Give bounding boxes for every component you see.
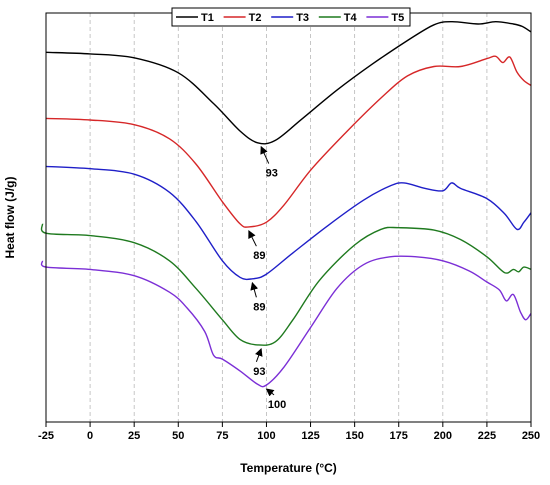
x-tick-label: 75 (216, 430, 228, 442)
peak-arrow (248, 230, 257, 247)
series-line-t4 (40, 223, 532, 346)
x-tick-label: 225 (478, 430, 496, 442)
legend: T1 T2 T3 T4 T5 (171, 7, 411, 27)
legend-entry-t4: T4 (344, 12, 358, 24)
series-line-t1 (45, 20, 532, 145)
peak-label: 100 (268, 399, 286, 411)
x-tick-label: 0 (87, 430, 93, 442)
peak-arrow (260, 145, 270, 164)
legend-entry-t3: T3 (296, 12, 309, 24)
x-axis-title: Temperature (°C) (240, 461, 337, 475)
grid-lines (89, 13, 488, 422)
x-tick-label: 100 (257, 430, 275, 442)
peak-arrow (254, 347, 263, 362)
peak-label: 93 (266, 168, 278, 180)
x-tick-label: 25 (128, 430, 140, 442)
series-line-t5 (40, 255, 532, 388)
peak-arrow (250, 281, 259, 298)
annotation-layer: 93 89 89 93 100 (248, 145, 286, 411)
x-tick-label: 125 (301, 430, 319, 442)
series-line-t3 (45, 165, 532, 281)
x-tick-label: 250 (522, 430, 540, 442)
peak-arrow (265, 388, 275, 397)
y-axis-title: Heat flow (J/g) (3, 176, 17, 258)
x-axis-ticks: -25 0 25 50 75 100 125 150 175 200 225 250 (38, 422, 540, 442)
x-tick-label: 200 (434, 430, 452, 442)
peak-label: 89 (253, 250, 265, 262)
x-tick-label: 50 (172, 430, 184, 442)
x-tick-label: 150 (345, 430, 363, 442)
x-tick-label: 175 (390, 430, 408, 442)
series-line-t2 (45, 55, 532, 228)
peak-label: 93 (253, 366, 265, 378)
legend-entry-t1: T1 (201, 12, 214, 24)
legend-entry-t5: T5 (391, 12, 404, 24)
x-tick-label: -25 (38, 430, 54, 442)
peak-label: 89 (253, 301, 265, 313)
series-layer (40, 20, 532, 388)
legend-entry-t2: T2 (249, 12, 262, 24)
